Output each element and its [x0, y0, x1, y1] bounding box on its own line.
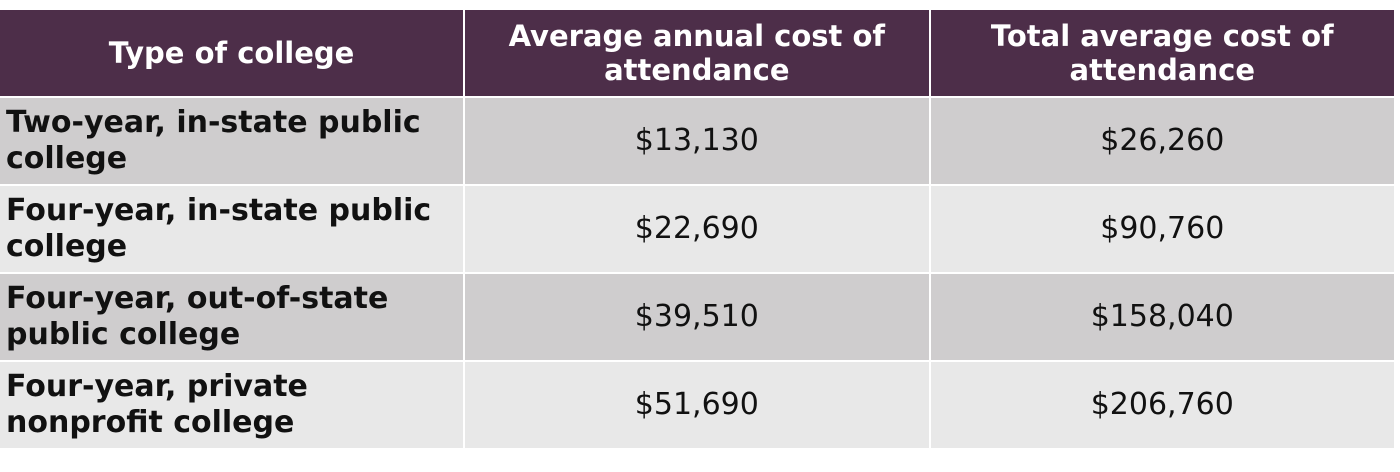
college-type: Four-year, in-state public college: [0, 186, 464, 272]
header-row: Type of college Average annual cost of a…: [0, 10, 1394, 96]
annual-cost: $13,130: [465, 98, 929, 184]
total-cost: $26,260: [930, 98, 1394, 184]
header-annual-cost: Average annual cost of attendance: [465, 10, 929, 96]
header-total-cost: Total average cost of attendance: [930, 10, 1394, 96]
table-row: Four-year, in-state public college $22,6…: [0, 186, 1394, 272]
college-type: Four-year, out-of-state public college: [0, 274, 464, 360]
college-type: Four-year, private nonprofit college: [0, 362, 464, 448]
table-row: Two-year, in-state public college $13,13…: [0, 98, 1394, 184]
annual-cost: $51,690: [465, 362, 929, 448]
table-row: Four-year, out-of-state public college $…: [0, 274, 1394, 360]
annual-cost: $22,690: [465, 186, 929, 272]
college-type: Two-year, in-state public college: [0, 98, 464, 184]
table-row: Four-year, private nonprofit college $51…: [0, 362, 1394, 448]
header-type: Type of college: [0, 10, 464, 96]
college-cost-table: Type of college Average annual cost of a…: [0, 8, 1396, 450]
total-cost: $206,760: [930, 362, 1394, 448]
total-cost: $158,040: [930, 274, 1394, 360]
total-cost: $90,760: [930, 186, 1394, 272]
annual-cost: $39,510: [465, 274, 929, 360]
